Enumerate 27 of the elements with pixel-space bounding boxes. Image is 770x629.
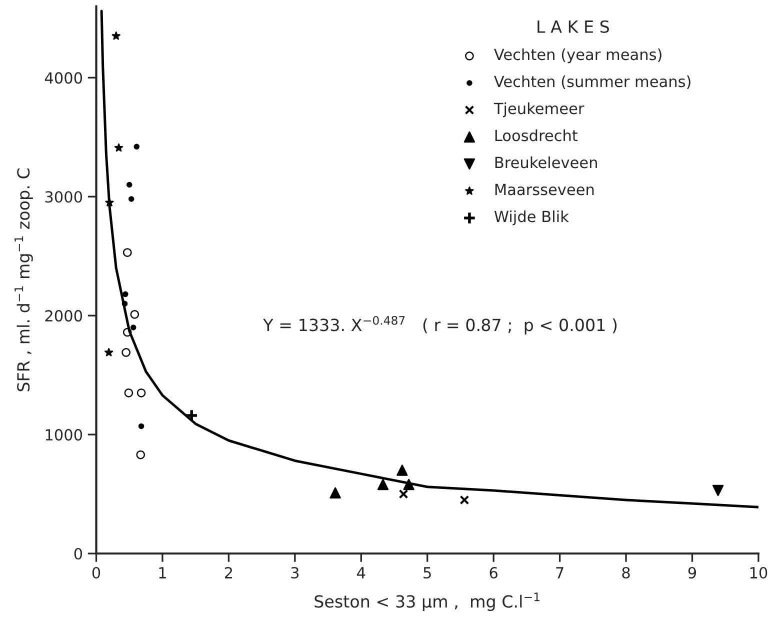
x-tick-label: 6 [490, 566, 498, 579]
y-axis-title: SFR , ml. d$^{−1}$ mg$^{−1}$ zoop. C [14, 168, 33, 392]
y-tick-label: 0 [74, 548, 82, 560]
legend-label: Maarsseveen [495, 184, 594, 196]
legend-title: L A K E S [538, 20, 609, 33]
legend-label: Wijde Blik [494, 210, 569, 226]
y-tick-label: 3000 [45, 191, 82, 203]
text: Y = 1333. X$^{−0.487}$ ( r = 0.87 ; p < 0.001 ) [263, 316, 617, 334]
y-tick-label: 1000 [46, 429, 82, 441]
x-tick-label: 0 [92, 566, 100, 579]
x-tick-label: 5 [424, 567, 431, 579]
x-axis-title: Seston < 33 µm , mg C.l$^{−1}$ [314, 592, 540, 611]
x-tick-label: 1 [159, 567, 166, 578]
legend-label: Vechten (summer means) [494, 75, 690, 90]
y-tick-label: 4000 [44, 72, 82, 84]
legend-label: Vechten (year means) [494, 48, 662, 64]
x-tick-label: 10 [750, 566, 768, 579]
legend-label: Tjeukemeer [494, 102, 584, 118]
x-tick-label: 8 [622, 566, 630, 579]
legend-label: Breukeleveen [495, 156, 597, 168]
x-tick-label: 2 [224, 566, 232, 578]
x-tick-label: 7 [556, 567, 564, 578]
y-tick-label: 2000 [45, 310, 82, 322]
x-tick-label: 9 [688, 566, 696, 579]
legend-label: Loosdrecht [495, 129, 578, 142]
x-tick-label: 3 [291, 566, 299, 579]
x-tick-label: 4 [357, 567, 366, 578]
